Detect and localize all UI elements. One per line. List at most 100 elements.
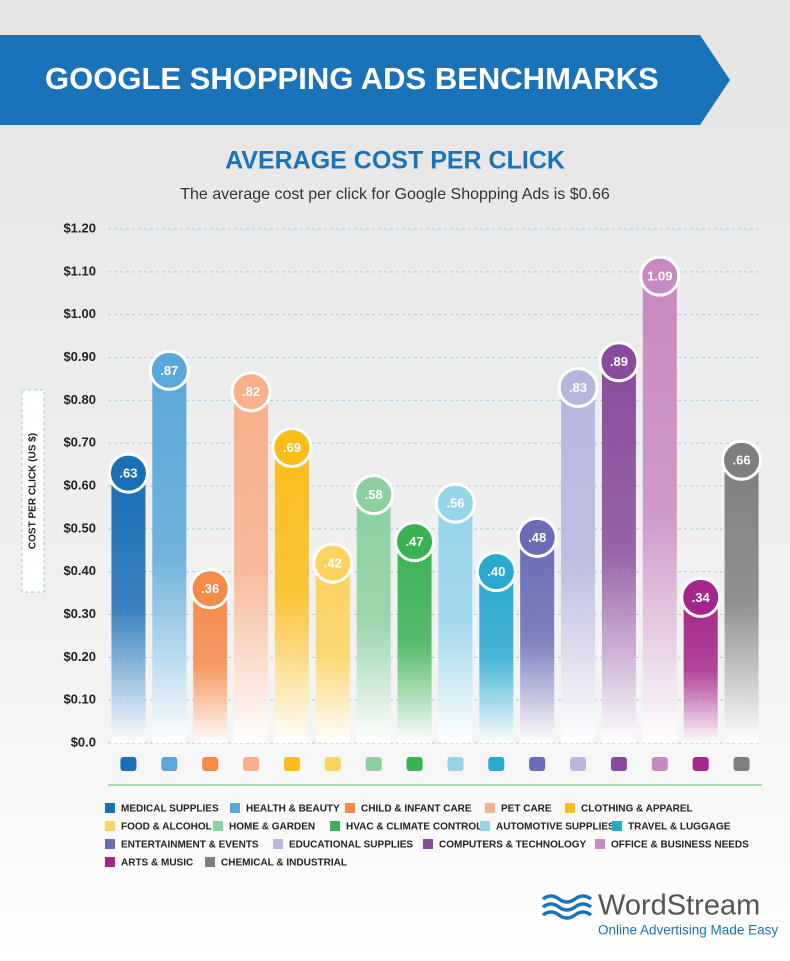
legend-label: AUTOMOTIVE SUPPLIES (496, 822, 615, 833)
y-axis-label: COST PER CLICK (US $) (28, 433, 39, 549)
y-tick-label: $0.0 (71, 734, 96, 749)
legend-swatch (273, 839, 283, 849)
logo-wave (541, 894, 593, 904)
legend-swatch (205, 857, 215, 867)
bar (438, 503, 473, 743)
bar (724, 460, 759, 743)
legend-label: OFFICE & BUSINESS NEEDS (611, 840, 749, 851)
bar (642, 276, 677, 743)
category-icon (529, 757, 546, 771)
value-badge (189, 568, 231, 610)
legend-swatch (480, 821, 490, 831)
value-label: .69 (283, 440, 301, 455)
value-label: .83 (569, 380, 587, 395)
legend-swatch (105, 803, 115, 813)
legend-label: CHILD & INFANT CARE (361, 804, 472, 815)
category-icon (161, 757, 178, 771)
bar (520, 537, 555, 743)
bar (193, 588, 228, 743)
value-badge (312, 542, 354, 584)
legend-swatch (213, 821, 223, 831)
chart-title: AVERAGE COST PER CLICK (225, 147, 565, 175)
legend-swatch (485, 803, 495, 813)
legend-label: HVAC & CLIMATE CONTROL (346, 822, 482, 833)
category-icon (610, 757, 627, 771)
value-label: .47 (406, 534, 424, 549)
value-badge (557, 366, 599, 408)
y-tick-label: $0.80 (63, 392, 96, 407)
category-icon (488, 757, 505, 771)
legend-label: ARTS & MUSIC (121, 858, 193, 869)
value-badge (475, 551, 517, 593)
bar (234, 391, 269, 743)
value-label: .82 (242, 384, 260, 399)
logo-wave (541, 910, 593, 920)
logo-name: WordStream (598, 890, 760, 922)
category-icon (324, 757, 341, 771)
legend-label: FOOD & ALCOHOL (121, 822, 212, 833)
category-icon (651, 757, 668, 771)
header-title: GOOGLE SHOPPING ADS BENCHMARKS (45, 61, 659, 96)
value-label: .56 (446, 496, 464, 511)
legend-swatch (105, 821, 115, 831)
y-tick-label: $0.50 (63, 520, 96, 535)
value-label: 1.09 (647, 269, 672, 284)
category-icon (202, 757, 219, 771)
legend-label: COMPUTERS & TECHNOLOGY (439, 840, 587, 851)
legend-swatch (345, 803, 355, 813)
legend-label: MEDICAL SUPPLIES (121, 804, 219, 815)
value-badge (639, 255, 681, 297)
value-badge (680, 576, 722, 618)
bar (152, 370, 187, 743)
bar (315, 563, 350, 743)
value-label: .36 (201, 581, 219, 596)
y-tick-label: $0.30 (63, 606, 96, 621)
legend-label: PET CARE (501, 804, 552, 815)
header-banner (0, 35, 730, 125)
value-badge (230, 371, 272, 413)
legend-swatch (330, 821, 340, 831)
legend-swatch (105, 857, 115, 867)
y-tick-label: $0.90 (63, 349, 96, 364)
legend-swatch (423, 839, 433, 849)
category-icon (570, 757, 587, 771)
value-label: .58 (365, 487, 383, 502)
value-badge (394, 521, 436, 563)
logo-tagline: Online Advertising Made Easy (598, 923, 778, 938)
bar (356, 494, 391, 743)
value-badge (721, 439, 763, 481)
legend-label: HEALTH & BEAUTY (246, 804, 340, 815)
value-badge (516, 516, 558, 558)
y-tick-label: $0.20 (63, 649, 96, 664)
y-tick-label: $0.60 (63, 477, 96, 492)
bar (479, 571, 514, 743)
category-icon (406, 757, 423, 771)
bar (683, 597, 718, 743)
category-icon (447, 757, 464, 771)
category-icon (692, 757, 709, 771)
value-label: .48 (528, 530, 546, 545)
value-badge (148, 349, 190, 391)
value-label: .66 (733, 453, 751, 468)
y-tick-label: $1.00 (63, 306, 96, 321)
value-label: .40 (487, 564, 505, 579)
y-tick-label: $0.70 (63, 435, 96, 450)
chart-subtitle: The average cost per click for Google Sh… (180, 186, 610, 203)
value-label: .63 (119, 466, 137, 481)
legend-swatch (105, 839, 115, 849)
bar (397, 541, 432, 743)
value-badge (353, 474, 395, 516)
category-icon (120, 757, 137, 771)
logo: WordStream Online Advertising Made Easy (541, 890, 778, 938)
legend-label: EDUCATIONAL SUPPLIES (289, 840, 413, 851)
value-label: .42 (324, 556, 342, 571)
value-badge (107, 452, 149, 494)
value-label: .89 (610, 354, 628, 369)
y-tick-label: $1.10 (63, 263, 96, 278)
y-tick-label: $1.20 (63, 220, 96, 235)
legend-swatch (565, 803, 575, 813)
legend-label: CLOTHING & APPAREL (581, 804, 693, 815)
value-badge (598, 341, 640, 383)
